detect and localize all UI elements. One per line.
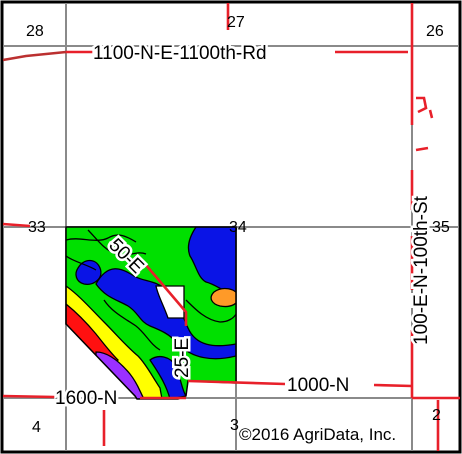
road-label-1000n: 1000-N (287, 375, 349, 396)
road-driveway-1 (416, 96, 428, 114)
section-4: 4 (32, 419, 41, 436)
roads (2, 3, 460, 451)
road-1000n-left (187, 379, 286, 386)
road-label-1600n: 1600-N (55, 388, 117, 409)
section-numbers: 28 27 26 33 34 35 4 3 2 (26, 14, 450, 436)
road-labels: 1100-N-E-1100th-Rd 100-E-N-100th-St 1000… (53, 41, 435, 412)
section-27: 27 (227, 14, 245, 31)
road-label-1100n: 1100-N-E-1100th-Rd (93, 43, 267, 64)
soil-unit-purple (95, 351, 146, 399)
section-35: 35 (432, 219, 450, 236)
soil-contour-2 (87, 229, 147, 256)
section-28: 28 (26, 23, 44, 40)
road-driveway-3 (428, 109, 434, 119)
soil-unit-blue-lower (149, 355, 188, 399)
copyright-text: ©2016 AgriData, Inc. (239, 425, 396, 444)
road-1600n-left (2, 394, 56, 399)
road-top-left-spur (2, 50, 67, 62)
road-50e-line (139, 257, 188, 326)
road-33-left (2, 222, 31, 228)
road-1000n-right (373, 383, 413, 388)
soil-unit-white (155, 285, 185, 319)
soil-unit-yellow (66, 284, 163, 399)
soil-contour-4 (185, 299, 236, 323)
soil-unit-blue-left (75, 259, 102, 285)
section-34: 34 (229, 219, 247, 236)
road-label-100e: 100-E-N-100th-St (411, 195, 432, 345)
soil-unit-orange (210, 287, 236, 308)
soil-contour-1 (66, 234, 137, 243)
section-2: 2 (432, 407, 441, 424)
soil-contour-3 (66, 255, 97, 271)
section-33: 33 (28, 219, 46, 236)
section-26: 26 (426, 23, 444, 40)
soil-contour-5 (103, 299, 161, 351)
section-3: 3 (230, 417, 239, 434)
road-driveway-2 (415, 146, 429, 152)
road-label-25e: 25-E (172, 338, 193, 378)
